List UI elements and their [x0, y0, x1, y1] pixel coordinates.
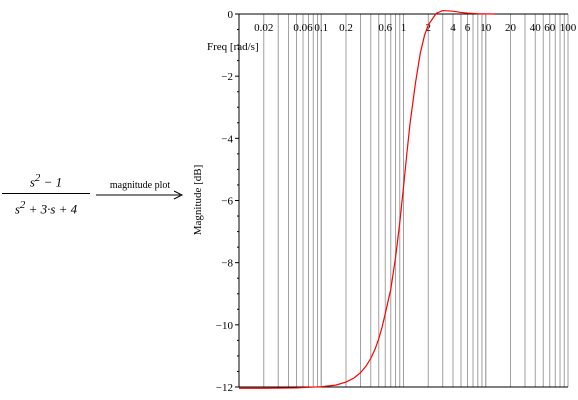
y-tick-label: −6 [221, 196, 233, 208]
x-tick-label: 6 [465, 22, 471, 34]
numerator: s2 − 1 [29, 172, 63, 190]
magnitude-curve [239, 9, 496, 389]
fraction-bar [2, 193, 90, 195]
y-tick-label: −10 [216, 320, 234, 332]
tick-labels: 0.02 0.06 0.1 0.2 0.6 1 2 4 6 10 20 40 60 100 0 −2 −4 −6 −… [216, 9, 577, 394]
denominator: s2 + 3·s + 4 [14, 199, 78, 217]
grid [238, 14, 569, 387]
transfer-function-expression: s2 − 1 s2 + 3·s + 4 [0, 170, 92, 218]
x-tick-label: 20 [505, 22, 517, 34]
x-tick-label: 40 [530, 22, 542, 34]
y-tick-label: −2 [221, 71, 233, 83]
x-tick-label: 100 [560, 22, 577, 34]
x-axis-label: Freq [rad/s] [207, 41, 259, 53]
x-tick-label: 10 [480, 22, 492, 34]
y-tick-label: −8 [221, 258, 233, 270]
x-tick-label: 60 [544, 22, 556, 34]
y-tick-label: 0 [228, 9, 234, 21]
x-tick-label: 0.02 [254, 22, 273, 34]
x-tick-label: 1 [401, 22, 407, 34]
y-tick-label: −12 [216, 382, 233, 394]
right-arrow-icon [96, 190, 184, 200]
y-axis-label: Magnitude [dB] [192, 165, 204, 236]
x-tick-label: 0.06 [293, 22, 313, 34]
x-tick-label: 4 [450, 22, 456, 34]
series-layer [239, 9, 496, 389]
x-tick-label: 2 [426, 22, 432, 34]
axes [235, 13, 568, 388]
y-tick-label: −4 [221, 133, 233, 145]
x-tick-label: 0.6 [378, 22, 392, 34]
x-tick-label: 0.1 [314, 22, 328, 34]
arrow-label: magnitude plot [109, 180, 171, 191]
x-tick-label: 0.2 [339, 22, 353, 34]
